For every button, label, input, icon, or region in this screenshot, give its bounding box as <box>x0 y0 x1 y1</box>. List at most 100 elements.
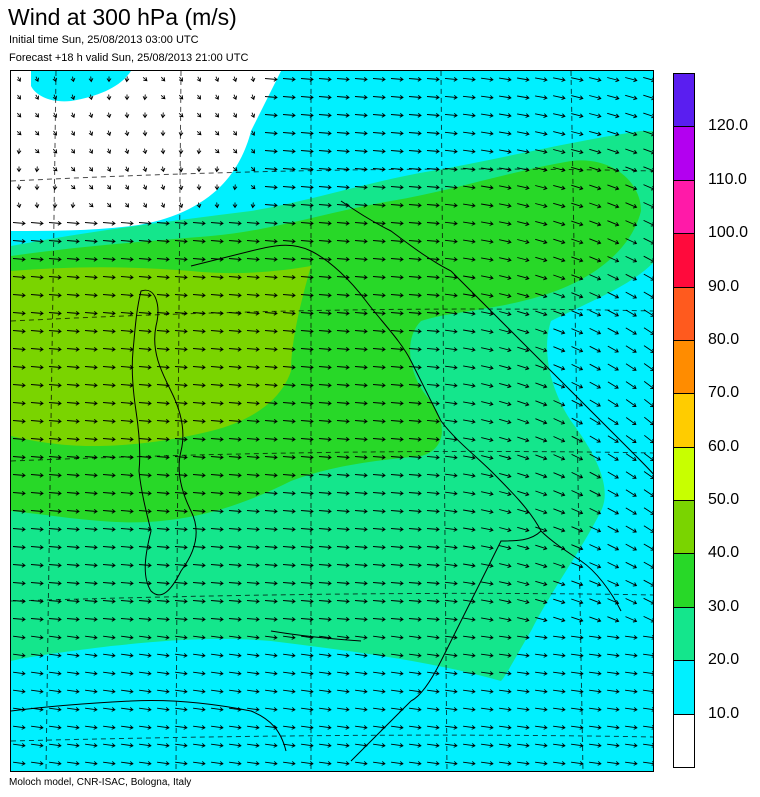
wind-arrow <box>426 76 440 82</box>
wind-arrow <box>103 689 116 694</box>
wind-arrow <box>426 598 440 604</box>
wind-arrow <box>120 436 134 442</box>
wind-arrow <box>70 130 75 136</box>
wind-arrow <box>139 725 152 730</box>
wind-arrow <box>625 94 638 101</box>
wind-arrow <box>643 525 653 533</box>
wind-arrow <box>282 562 296 568</box>
wind-arrow <box>481 185 494 190</box>
wind-arrow <box>409 635 422 640</box>
wind-arrow <box>535 131 548 137</box>
wind-arrow <box>535 400 548 407</box>
wind-arrow <box>102 292 116 298</box>
wind-arrow <box>625 653 638 658</box>
wind-arrow <box>409 707 422 712</box>
wind-arrow <box>390 94 404 100</box>
wind-arrow <box>318 490 332 496</box>
wind-arrow <box>120 274 134 280</box>
wind-arrow <box>84 454 98 460</box>
wind-arrow <box>30 436 44 442</box>
wind-arrow <box>282 508 296 514</box>
wind-arrow <box>463 635 476 640</box>
wind-arrow <box>408 256 422 262</box>
wind-arrow <box>553 454 566 461</box>
wind-arrow <box>571 562 584 569</box>
wind-arrow <box>264 382 278 388</box>
wind-arrow <box>535 167 548 173</box>
wind-arrow <box>210 238 224 244</box>
wind-arrow <box>625 435 637 443</box>
wind-arrow <box>301 743 314 748</box>
wind-arrow <box>553 292 566 299</box>
wind-arrow <box>160 166 166 173</box>
wind-arrow <box>84 346 98 352</box>
wind-arrow <box>138 616 152 622</box>
wind-arrow <box>571 689 584 694</box>
wind-arrow <box>138 256 152 262</box>
wind-arrow <box>247 635 260 640</box>
wind-arrow <box>643 94 653 101</box>
wind-arrow <box>174 256 188 262</box>
wind-arrow <box>607 543 620 551</box>
wind-arrow <box>246 346 260 352</box>
wind-arrow <box>553 310 566 317</box>
wind-arrow <box>210 274 224 280</box>
wind-arrow <box>246 328 260 334</box>
wind-arrow <box>625 238 638 245</box>
wind-arrow <box>31 707 44 712</box>
wind-arrow <box>589 292 602 299</box>
wind-arrow <box>300 274 314 280</box>
wind-arrow <box>282 490 296 496</box>
wind-arrow <box>445 653 458 658</box>
wind-arrow <box>283 707 296 712</box>
wind-arrow <box>336 562 350 568</box>
wind-arrow <box>481 329 494 335</box>
wind-arrow <box>301 725 314 730</box>
wind-arrow <box>372 544 386 550</box>
wind-arrow <box>88 148 93 154</box>
wind-arrow <box>13 743 26 748</box>
wind-arrow <box>30 400 44 406</box>
wind-arrow <box>390 508 404 514</box>
wind-arrow <box>13 671 26 676</box>
wind-arrow <box>336 544 350 550</box>
wind-arrow <box>48 490 62 496</box>
chart-title: Wind at 300 hPa (m/s) <box>8 4 237 30</box>
wind-arrow <box>67 725 80 730</box>
wind-arrow <box>66 526 80 532</box>
wind-arrow <box>354 184 368 190</box>
wind-arrow <box>391 689 404 694</box>
wind-arrow <box>138 292 152 298</box>
wind-arrow <box>300 472 314 478</box>
wind-arrow <box>175 653 188 658</box>
wind-arrow <box>643 597 653 605</box>
wind-arrow <box>535 490 548 497</box>
wind-arrow <box>174 436 188 442</box>
wind-arrow <box>66 382 80 388</box>
wind-arrow <box>481 545 494 551</box>
wind-arrow <box>373 761 386 766</box>
wind-arrow <box>210 490 224 496</box>
wind-arrow <box>121 761 134 766</box>
wind-arrow <box>499 221 512 227</box>
wind-arrow <box>463 617 476 622</box>
wind-arrow <box>481 473 494 479</box>
wind-arrow <box>337 725 350 730</box>
wind-arrow <box>174 508 188 514</box>
wind-arrow <box>625 507 637 515</box>
wind-arrow <box>390 238 404 244</box>
wind-arrow <box>124 166 130 173</box>
wind-arrow <box>85 707 98 712</box>
wind-arrow <box>247 743 260 748</box>
wind-arrow <box>228 256 242 262</box>
wind-arrow <box>553 77 566 82</box>
wind-arrow <box>174 220 188 226</box>
wind-arrow <box>283 761 296 766</box>
wind-arrow <box>408 616 422 622</box>
wind-arrow <box>426 454 440 460</box>
wind-arrow <box>499 581 512 587</box>
wind-arrow <box>463 365 476 370</box>
colorbar-label: 120.0 <box>708 117 749 135</box>
wind-arrow <box>156 274 170 280</box>
wind-arrow <box>390 346 404 352</box>
